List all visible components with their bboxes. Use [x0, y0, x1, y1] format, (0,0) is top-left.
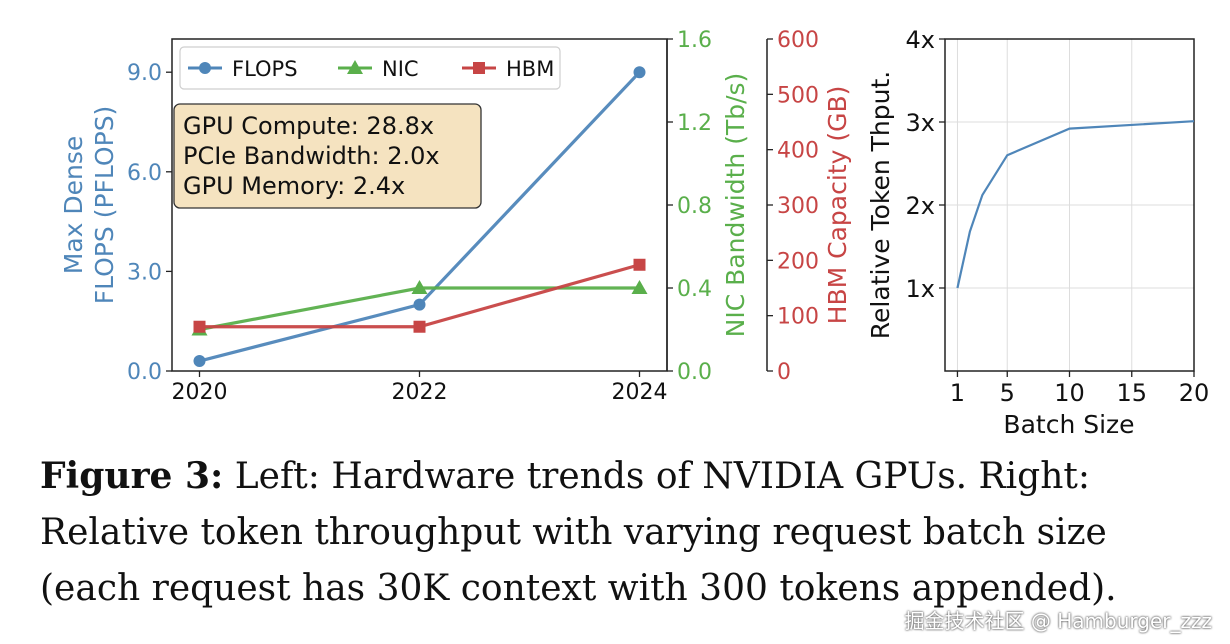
legend-nic-label: NIC: [382, 57, 419, 81]
right-y-tick-label: 2x: [906, 192, 935, 220]
legend-flops-marker: [199, 62, 211, 74]
flops-axis-label-line2: FLOPS (PFLOPS): [90, 106, 119, 305]
right1-tick-label: 0.0: [677, 360, 712, 385]
right2-tick-label: 600: [777, 28, 819, 53]
right1-tick-label: 1.2: [677, 111, 712, 136]
x-tick-label: 2022: [392, 380, 448, 405]
right-grid: [945, 38, 1195, 371]
right-x-tick-label: 20: [1179, 379, 1210, 407]
hbm-point: [413, 320, 426, 333]
annotation-gpu-compute: GPU Compute: 28.8x: [183, 112, 434, 140]
growth-annotation: GPU Compute: 28.8x PCIe Bandwidth: 2.0x …: [173, 103, 482, 209]
flops-point: [193, 355, 206, 368]
left-tick-label: 9.0: [127, 61, 162, 86]
flops-point: [413, 298, 426, 311]
annotation-box: [173, 103, 482, 209]
right2-tick-label: 400: [777, 139, 819, 164]
right-x-tick-label: 5: [1000, 379, 1015, 407]
legend: FLOPS NIC HBM: [179, 46, 561, 90]
nic-point: [631, 280, 648, 294]
legend-flops-label: FLOPS: [232, 57, 298, 81]
right-x-tick-label: 1: [950, 379, 965, 407]
throughput-line: [956, 120, 1195, 289]
nic-axis-label: NIC Bandwidth (Tb/s): [721, 73, 750, 338]
right-series: [956, 120, 1195, 289]
right-y-axis-label: Relative Token Thput.: [866, 71, 895, 339]
nic-point: [411, 280, 428, 294]
legend-nic-marker: [347, 60, 363, 74]
flops-axis-label-line1: Max Dense: [59, 136, 88, 275]
left-series: [191, 66, 648, 368]
right1-tick-label: 0.8: [677, 194, 712, 219]
left-tick-label: 3.0: [127, 260, 162, 285]
hbm-point: [633, 258, 646, 271]
annotation-pcie-bandwidth: PCIe Bandwidth: 2.0x: [183, 142, 440, 170]
annotation-gpu-memory: GPU Memory: 2.4x: [183, 172, 405, 200]
left-tick-label: 0.0: [127, 360, 162, 385]
right1-tick-label: 0.4: [677, 277, 712, 302]
right-x-tick-label: 15: [1116, 379, 1147, 407]
right2-tick-label: 0: [777, 360, 791, 385]
hbm-point: [193, 320, 206, 333]
figure-3: 2020 2022 2024 0.0 3.0 6.0 9.0 0.0 0.4 0.8 1.2 1.6 0…: [59, 26, 1209, 439]
right2-tick-label: 100: [777, 305, 819, 330]
x-tick-label: 2020: [172, 380, 228, 405]
right-y-tick-label: 3x: [906, 109, 935, 137]
right1-tick-label: 1.6: [677, 28, 712, 53]
right-y-tick-label: 1x: [906, 275, 935, 303]
hardware-trends-chart: 2020 2022 2024 0.0 3.0 6.0 9.0 0.0 0.4 0.8 1.2 1.6 0…: [59, 28, 852, 405]
right-y-tick-label: 4x: [906, 26, 935, 54]
caption-text: Left: Hardware trends of NVIDIA GPUs. Ri…: [40, 456, 1117, 609]
right-x-axis-label: Batch Size: [1003, 410, 1134, 439]
left-tick-label: 6.0: [127, 161, 162, 186]
flops-point: [633, 66, 646, 79]
left-axis-ticks: 2020 2022 2024 0.0 3.0 6.0 9.0 0.0 0.4 0.8 1.2 1.6 0…: [127, 28, 819, 405]
right2-tick-label: 200: [777, 249, 819, 274]
right2-tick-label: 300: [777, 194, 819, 219]
x-tick-label: 2024: [612, 380, 668, 405]
legend-hbm-marker: [473, 62, 485, 74]
right2-tick-label: 500: [777, 83, 819, 108]
figure-caption: Figure 3: Left: Hardware trends of NVIDI…: [40, 448, 1210, 617]
hbm-axis-label: HBM Capacity (GB): [823, 86, 852, 325]
right-x-tick-label: 10: [1054, 379, 1085, 407]
watermark: 掘金技术社区 @ Hamburger_zzz: [904, 609, 1212, 633]
legend-hbm-label: HBM: [506, 57, 554, 81]
caption-label: Figure 3:: [40, 455, 224, 497]
